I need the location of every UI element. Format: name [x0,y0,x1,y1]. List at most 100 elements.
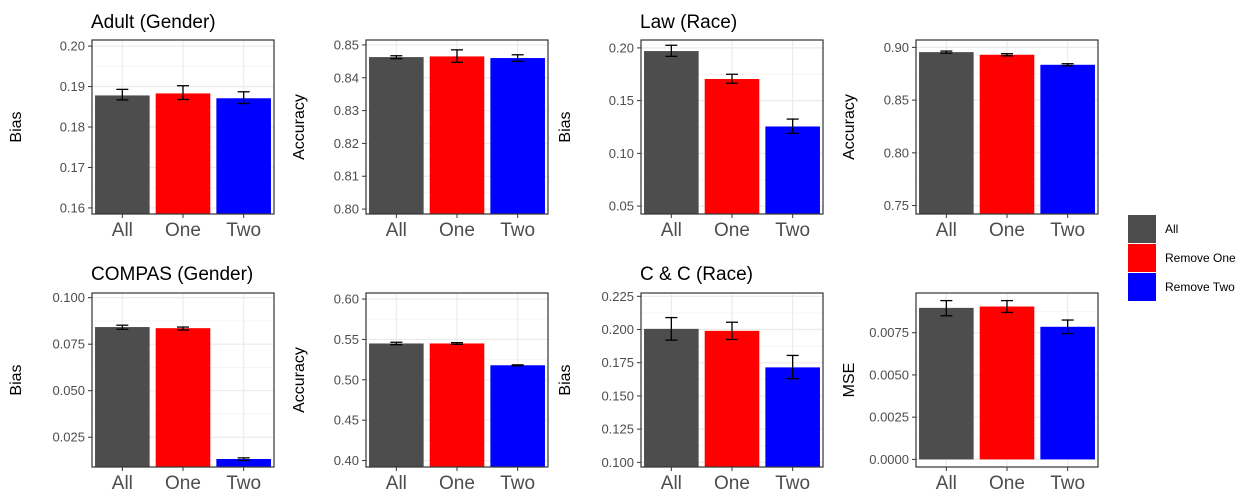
cc-mse-y-tick-label: 0.0025 [869,410,909,425]
law-bias-bar-all [644,51,699,215]
law-accuracy-bar-all [919,52,974,214]
law-accuracy-y-tick-label: 0.80 [884,145,909,160]
cc-mse-y-tick-label: 0.0050 [869,367,909,382]
cc-bias-bar-one [704,330,760,467]
compas-accuracy-x-tick-label: All [386,473,407,493]
cc-bias-y-tick-label: 0.150 [601,388,634,403]
panel-adult-accuracy: 0.80 0.81 0.82 0.83 0.84 0.85 All One Two Accurac… [291,37,549,241]
compas-accuracy-x-tick-label: Two [500,473,535,493]
cc-bias-x-tick-label: All [661,473,682,493]
adult-bias-y-tick-label: 0.19 [60,79,85,94]
adult-accuracy-y-tick-label: 0.83 [334,103,359,118]
panel-title-adult: Adult (Gender) [91,12,216,33]
adult-accuracy-x-tick-label: Two [500,220,535,241]
compas-bias-x-tick-label: Two [226,473,261,493]
adult-bias-y-tick-label: 0.20 [60,39,85,54]
compas-bias-bar-all [95,327,150,467]
cc-mse-y-tick-label: 0.0075 [869,325,909,340]
law-accuracy-y-tick-label: 0.90 [884,40,909,55]
adult-bias-x-tick-label: One [165,220,201,241]
panel-law-bias: 0.05 0.10 0.15 0.20 All One Two Bias [557,39,824,241]
cc-bias-y-tick-label: 0.200 [601,322,634,337]
adult-accuracy-bar-one [429,56,485,214]
cc-mse-bar-one [979,306,1035,460]
adult-bias-x-tick-label: All [112,220,133,241]
compas-accuracy-bar-all [369,343,424,467]
adult-bias-y-axis-label: Bias [8,111,25,142]
cc-bias-x-tick-label: One [714,473,750,493]
law-accuracy-y-tick-label: 0.85 [884,93,909,108]
law-accuracy-bar-one [979,54,1035,214]
compas-bias-y-axis-label: Bias [8,364,25,395]
adult-accuracy-y-tick-label: 0.82 [334,136,359,151]
cc-bias-y-tick-label: 0.125 [601,422,634,437]
legend-label-all: All [1165,222,1178,236]
law-accuracy-panel-border [915,39,1099,215]
legend-key-all [1128,215,1156,243]
panel-title-compas: COMPAS (Gender) [91,264,253,285]
law-bias-bar-two [765,126,820,214]
panel-adult-bias: 0.16 0.17 0.18 0.19 0.20 All One Two Bias [8,39,275,241]
adult-accuracy-x-tick-label: One [439,220,475,241]
legend: All Remove One Remove Two [1128,215,1236,301]
compas-accuracy-y-tick-label: 0.40 [334,453,359,468]
compas-bias-x-tick-label: All [112,473,133,493]
cc-mse-bar-all [919,307,974,460]
panel-law-accuracy: 0.75 0.80 0.85 0.90 All One Two Accuracy [841,39,1099,241]
law-bias-x-tick-label: Two [775,220,810,241]
adult-accuracy-y-tick-label: 0.84 [334,70,359,85]
adult-accuracy-panel-border [365,39,549,215]
adult-bias-y-tick-label: 0.16 [60,200,85,215]
compas-bias-y-tick-label: 0.050 [52,383,85,398]
cc-mse-x-tick-label: All [936,473,957,493]
adult-bias-panel-border [91,39,275,215]
law-bias-x-tick-label: One [714,220,750,241]
law-accuracy-x-tick-label: All [936,220,957,241]
panel-cc-bias: 0.100 0.125 0.150 0.175 0.200 0.225 All One Two B… [557,289,824,493]
law-bias-bar-one [704,79,760,214]
compas-bias-bar-one [155,328,211,467]
cc-bias-y-tick-label: 0.175 [601,355,634,370]
adult-accuracy-x-tick-label: All [386,220,407,241]
adult-bias-bar-two [216,98,271,214]
law-bias-x-tick-label: All [661,220,682,241]
compas-accuracy-x-tick-label: One [439,473,475,493]
cc-bias-x-tick-label: Two [775,473,810,493]
compas-bias-x-tick-label: One [165,473,201,493]
compas-accuracy-y-tick-label: 0.60 [334,292,359,307]
cc-bias-y-tick-label: 0.100 [601,455,634,470]
law-accuracy-y-tick-label: 0.75 [884,198,909,213]
law-accuracy-bar-two [1040,64,1095,214]
compas-accuracy-y-tick-label: 0.50 [334,372,359,387]
adult-bias-y-tick-label: 0.17 [60,160,85,175]
compas-bias-y-tick-label: 0.100 [52,290,85,305]
cc-mse-x-tick-label: Two [1050,473,1085,493]
cc-bias-bar-two [765,367,820,467]
panel-compas-bias: 0.025 0.050 0.075 0.100 All One Two Bias [8,290,275,493]
law-accuracy-x-tick-label: Two [1050,220,1085,241]
panel-compas-accuracy: 0.40 0.45 0.50 0.55 0.60 All One Two Accuracy [291,292,549,493]
legend-label-remove-two: Remove Two [1165,280,1235,294]
adult-bias-y-tick-label: 0.18 [60,120,85,135]
adult-bias-bar-one [155,93,211,214]
compas-accuracy-y-tick-label: 0.55 [334,332,359,347]
adult-accuracy-y-tick-label: 0.80 [334,202,359,217]
compas-accuracy-y-tick-label: 0.45 [334,413,359,428]
compas-accuracy-bar-two [490,365,545,467]
cc-bias-panel-border [640,292,824,468]
law-bias-y-tick-label: 0.15 [609,93,634,108]
compas-accuracy-y-axis-label: Accuracy [291,347,308,413]
compas-bias-y-tick-label: 0.075 [52,337,85,352]
law-bias-panel-border [640,39,824,215]
panel-cc-mse: 0.0000 0.0025 0.0050 0.0075 All One Two MSE [841,292,1099,493]
law-accuracy-x-tick-label: One [989,220,1025,241]
adult-bias-x-tick-label: Two [226,220,261,241]
adult-accuracy-y-tick-label: 0.81 [334,169,359,184]
law-bias-y-tick-label: 0.20 [609,40,634,55]
legend-key-remove-one [1128,244,1156,272]
compas-bias-bar-two [216,458,271,467]
cc-mse-y-axis-label: MSE [841,363,858,398]
panel-title-cc: C & C (Race) [640,264,753,285]
cc-mse-bar-two [1040,326,1095,460]
